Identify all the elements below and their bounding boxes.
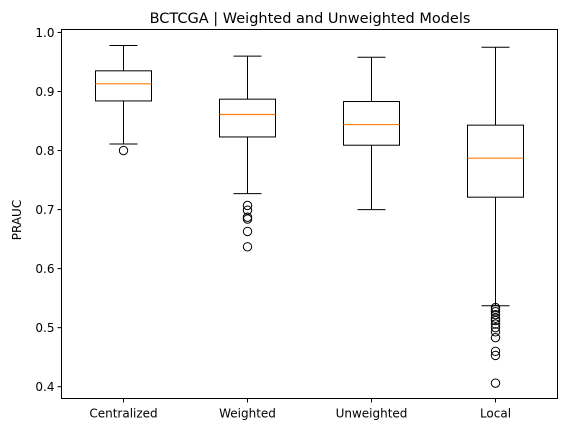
y-tick-label: 0.6: [35, 262, 54, 276]
x-tick-label: Centralized: [89, 407, 157, 421]
iqr-box: [219, 98, 276, 138]
outlier-point: [490, 315, 501, 326]
outlier-point: [490, 322, 501, 333]
y-tick-label: 0.8: [35, 144, 54, 158]
iqr-box: [95, 70, 152, 102]
x-tick-label: Weighted: [219, 407, 276, 421]
outlier-point: [242, 242, 253, 252]
outlier-point: [490, 319, 501, 329]
outlier-point: [118, 145, 129, 156]
y-tick-label: 0.5: [35, 321, 54, 335]
outlier-point: [490, 309, 501, 320]
outlier-point: [490, 346, 501, 356]
y-axis-label: PRAUC: [10, 200, 24, 240]
chart-title: BCTCGA | Weighted and Unweighted Models: [150, 11, 471, 27]
plot-content: 0.4 0.5 0.6 0.7 0.8 0.9 1.0 Centralized Weighted…: [35, 26, 524, 421]
outlier-point: [490, 332, 501, 343]
y-tick-label: 0.4: [35, 380, 54, 394]
outlier-point: [490, 378, 501, 388]
y-tick-label: 0.7: [35, 203, 54, 217]
outlier-point: [242, 226, 253, 237]
outlier-point: [490, 350, 501, 361]
iqr-box: [343, 101, 400, 146]
y-tick-label: 0.9: [35, 85, 54, 99]
plot-frame: [61, 29, 558, 399]
outlier-point: [242, 214, 253, 224]
y-tick-label: 1.0: [35, 26, 54, 40]
outlier-point: [490, 313, 501, 323]
outlier-point: [490, 327, 501, 337]
x-tick-label: Local: [480, 407, 511, 421]
iqr-box: [467, 124, 524, 198]
x-tick-label: Unweighted: [336, 407, 408, 421]
outlier-point: [242, 200, 253, 211]
